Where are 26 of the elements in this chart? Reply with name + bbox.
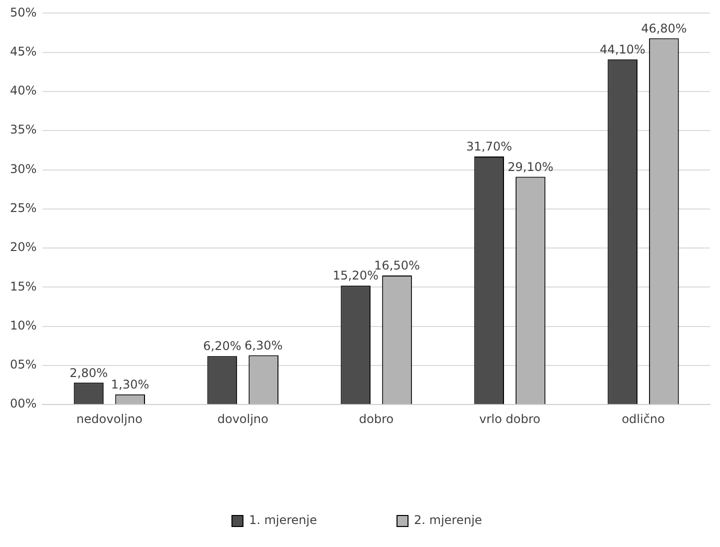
y-tick-label: 10% <box>10 318 37 332</box>
data-label: 6,20% <box>203 339 242 354</box>
legend-label: 2. mjerenje <box>414 513 482 528</box>
data-label: 6,30% <box>244 338 283 352</box>
y-tick-label: 15% <box>10 279 37 294</box>
y-tick-label: 20% <box>10 240 37 254</box>
data-label: 1,30% <box>111 378 150 392</box>
x-tick-label: odlično <box>622 412 665 426</box>
legend-label: 1. mjerenje <box>248 513 317 528</box>
data-label: 46,80% <box>641 21 687 36</box>
x-tick-label: nedovoljno <box>76 412 142 426</box>
x-tick-label: dovoljno <box>217 412 268 426</box>
y-tick-label: 25% <box>10 201 37 216</box>
data-label: 31,70% <box>466 140 512 154</box>
y-tick-label: 40% <box>10 84 37 98</box>
y-tick-label: 30% <box>10 162 37 176</box>
data-label: 29,10% <box>508 160 554 174</box>
data-label: 2,80% <box>70 366 108 380</box>
x-tick-label: vrlo dobro <box>479 412 540 426</box>
y-tick-label: 00% <box>10 396 37 411</box>
x-tick-label: dobro <box>359 412 394 426</box>
y-tick-label: 35% <box>10 122 37 137</box>
data-label: 44,10% <box>600 42 646 57</box>
y-tick-label: 50% <box>10 5 37 20</box>
y-tick-label: 05% <box>10 358 37 372</box>
y-tick-label: 45% <box>10 44 37 58</box>
